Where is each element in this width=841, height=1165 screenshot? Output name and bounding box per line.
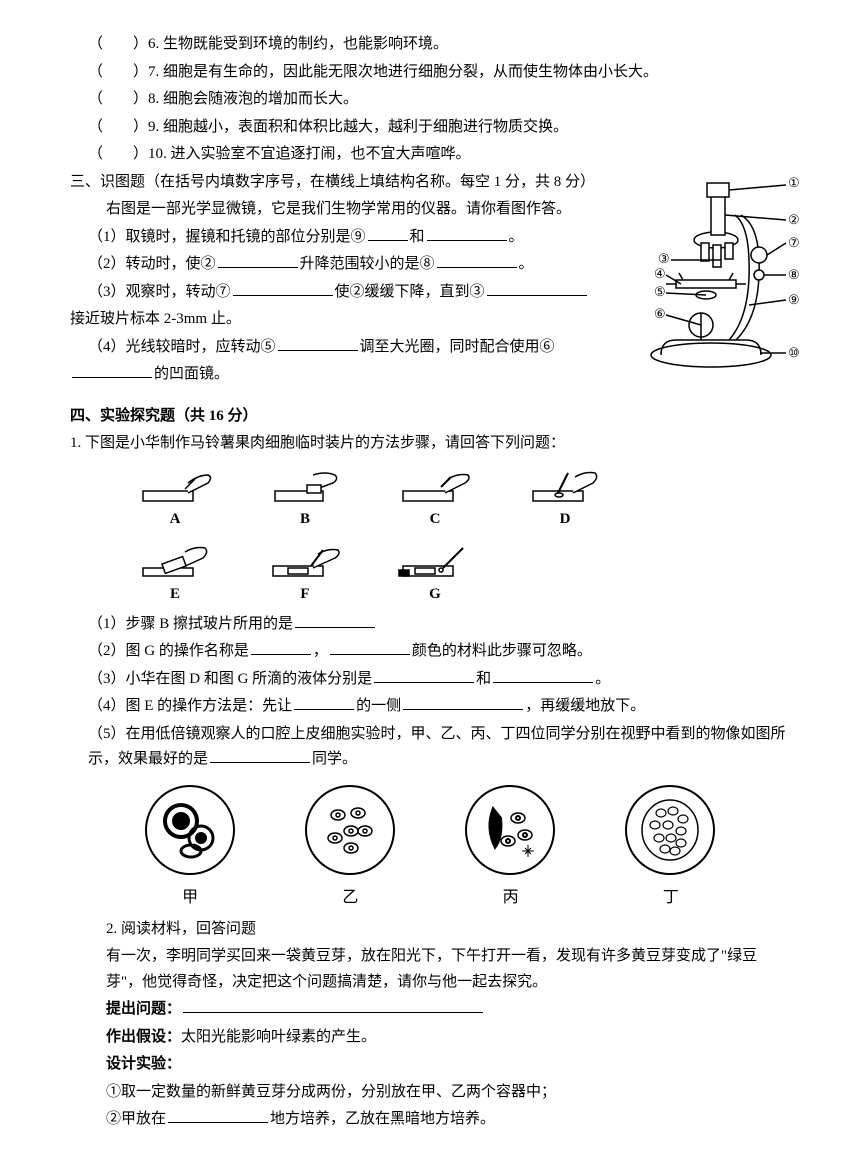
s4-q2-title: 2. 阅读材料，回答问题	[70, 917, 791, 943]
label-2: ②	[788, 212, 800, 227]
label-10: ⑩	[788, 345, 800, 360]
views-row: 甲 乙 丙 丁	[110, 783, 751, 911]
label-9: ⑨	[788, 292, 800, 307]
s4-q2-text: 有一次，李明同学买回来一袋黄豆芽，放在阳光下，下午打开一看，发现有许多黄豆芽变成…	[70, 944, 791, 995]
s4-q2-raise: 提出问题：	[70, 997, 791, 1023]
label-6: ⑥	[654, 306, 666, 321]
tf-item-9: （ ）9. 细胞越小，表面积和体积比越大，越利于细胞进行物质交换。	[70, 115, 791, 141]
tf-item-8: （ ）8. 细胞会随液泡的增加而长大。	[70, 87, 791, 113]
section4-title: 四、实验探究题（共 16 分）	[70, 404, 791, 430]
label-3: ③	[658, 251, 670, 266]
tf-item-7: （ ）7. 细胞是有生命的，因此能无限次地进行细胞分裂，从而使生物体由小长大。	[70, 60, 791, 86]
s4-q1-1: （1）步骤 B 擦拭玻片所用的是	[70, 612, 791, 638]
s4-q1-4: （4）图 E 的操作方法是：先让的一侧，再缓缓地放下。	[70, 694, 791, 720]
s4-q2-hyp: 作出假设：太阳光能影响叶绿素的产生。	[70, 1025, 791, 1051]
s4-q2-step1: ①取一定数量的新鲜黄豆芽分成两份，分别放在甲、乙两个容器中；	[70, 1080, 791, 1106]
s4-q2-design: 设计实验：	[70, 1052, 791, 1078]
label-5: ⑤	[654, 284, 666, 299]
steps-row-1: A B C D	[130, 465, 791, 533]
label-8: ⑧	[788, 267, 800, 282]
label-1: ①	[788, 175, 800, 190]
microscope-figure: ① ② ③ ④ ⑤ ⑥ ⑦ ⑧ ⑨ ⑩	[621, 165, 801, 375]
s4-q1-intro: 1. 下图是小华制作马铃薯果肉细胞临时装片的方法步骤，请回答下列问题：	[70, 431, 791, 457]
s4-q1-2: （2）图 G 的操作名称是，颜色的材料此步骤可忽略。	[70, 639, 791, 665]
s4-q1-5: （5）在用低倍镜观察人的口腔上皮细胞实验时，甲、乙、丙、丁四位同学分别在视野中看…	[70, 722, 791, 773]
s4-q1-3: （3）小华在图 D 和图 G 所滴的液体分别是和。	[70, 667, 791, 693]
label-4: ④	[654, 266, 666, 281]
s4-q2-step2: ②甲放在地方培养，乙放在黑暗地方培养。	[70, 1107, 791, 1133]
tf-item-6: （ ）6. 生物既能受到环境的制约，也能影响环境。	[70, 32, 791, 58]
steps-row-2: E F G	[130, 540, 791, 608]
label-7: ⑦	[788, 235, 800, 250]
